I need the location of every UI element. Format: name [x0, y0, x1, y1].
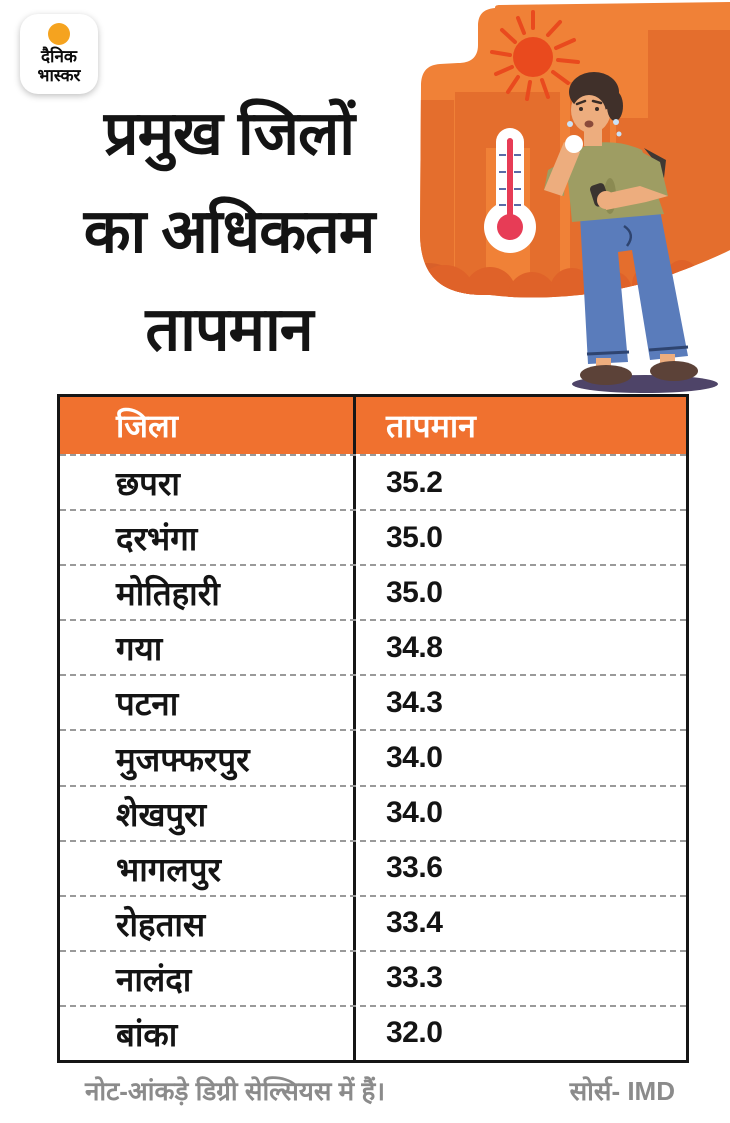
logo-line2: भास्कर	[37, 66, 81, 85]
district-cell: गया	[60, 621, 356, 675]
table-row: भागलपुर 33.6	[60, 839, 686, 895]
title-line-1: प्रमुख जिलों	[103, 99, 355, 167]
district-cell: मुजफ्फरपुर	[60, 731, 356, 785]
district-cell: छपरा	[60, 456, 356, 510]
dainik-bhaskar-logo: दैनिक भास्कर	[20, 14, 98, 94]
district-cell: मोतिहारी	[60, 566, 356, 620]
logo-text: दैनिक भास्कर	[38, 47, 81, 85]
footer: नोट-आंकड़े डिग्री सेल्सियस में हैं। सोर्…	[57, 1070, 689, 1110]
temperature-cell: 35.0	[386, 520, 443, 554]
logo-line1: दैनिक	[41, 47, 77, 66]
table-row: बांका 32.0	[60, 1004, 686, 1061]
district-cell: दरभंगा	[60, 511, 356, 565]
column-header-district: जिला	[60, 397, 356, 454]
temperature-cell: 34.0	[386, 741, 443, 775]
table-row: रोहतास 33.4	[60, 894, 686, 950]
footer-note: नोट-आंकड़े डिग्री सेल्सियस में हैं।	[85, 1076, 386, 1106]
footer-source: सोर्स- IMD	[569, 1076, 675, 1106]
table-row: गया 34.8	[60, 619, 686, 675]
table-header-row: जिला तापमान	[60, 397, 686, 454]
thermometer-icon	[484, 128, 536, 253]
title-line-3: तापमान	[145, 295, 313, 363]
table-row: मुजफ्फरपुर 34.0	[60, 729, 686, 785]
district-cell: रोहतास	[60, 896, 356, 950]
table-row: नालंदा 33.3	[60, 949, 686, 1005]
temperature-cell: 33.4	[386, 906, 443, 940]
sun-icon	[490, 10, 580, 101]
temperature-cell: 33.3	[386, 961, 443, 995]
temperature-cell: 32.0	[386, 1016, 443, 1050]
district-cell: बांका	[60, 1006, 356, 1061]
table-row: छपरा 35.2	[60, 454, 686, 510]
district-cell: नालंदा	[60, 951, 356, 1005]
title-line-2: का अधिकतम	[83, 197, 376, 265]
table-row: दरभंगा 35.0	[60, 509, 686, 565]
table-row: पटना 34.3	[60, 674, 686, 730]
heat-illustration	[419, 0, 730, 400]
sweating-man	[544, 72, 718, 393]
table-row: मोतिहारी 35.0	[60, 564, 686, 620]
table-row: शेखपुरा 34.0	[60, 784, 686, 840]
temperature-cell: 33.6	[386, 851, 443, 885]
column-header-temperature: तापमान	[386, 408, 476, 444]
temperature-table: जिला तापमान छपरा 35.2 दरभंगा 35.0 मोतिहारी 35…	[57, 394, 689, 1063]
temperature-cell: 35.2	[386, 465, 443, 499]
table-body: छपरा 35.2 दरभंगा 35.0 मोतिहारी 35.0 गया 34.8 पटन…	[60, 454, 686, 1061]
temperature-cell: 34.3	[386, 685, 443, 719]
temperature-cell: 35.0	[386, 575, 443, 609]
district-cell: भागलपुर	[60, 841, 356, 895]
district-cell: शेखपुरा	[60, 786, 356, 840]
logo-sun-dot-icon	[48, 23, 70, 45]
temperature-cell: 34.8	[386, 630, 443, 664]
district-cell: पटना	[60, 676, 356, 730]
page-title: प्रमुख जिलों का अधिकतम तापमान	[0, 84, 458, 378]
temperature-cell: 34.0	[386, 796, 443, 830]
